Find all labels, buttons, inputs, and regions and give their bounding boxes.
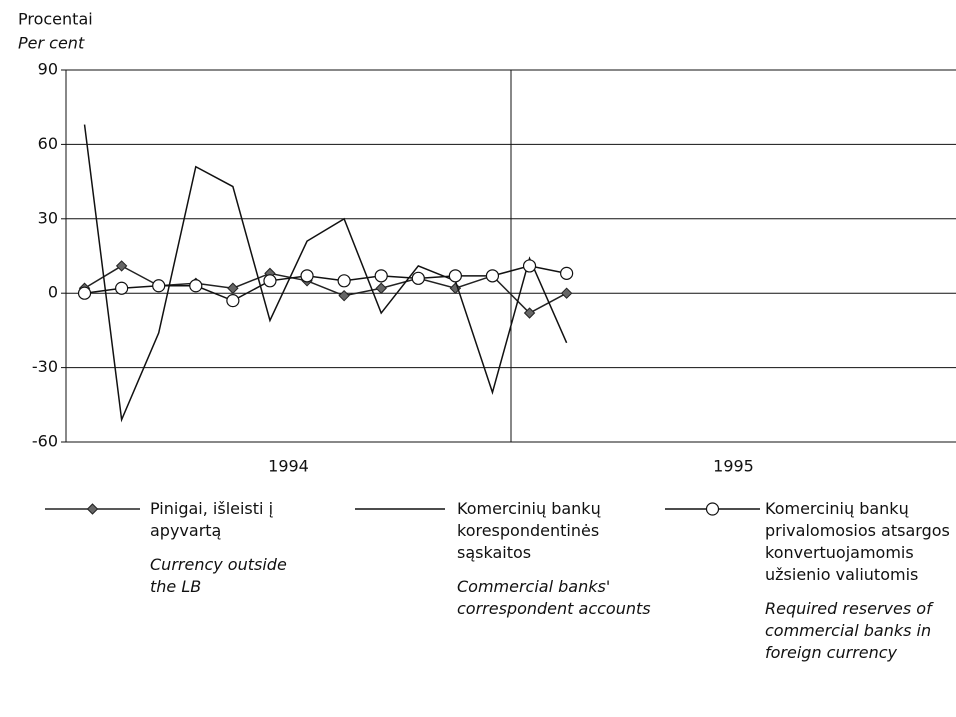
y-tick-label: 30 [38,208,58,227]
circle-marker [300,269,314,283]
diamond-marker [375,282,387,294]
legend-marker [86,503,99,515]
circle-marker [115,281,129,295]
circle-marker [337,274,351,288]
y-tick-label: 0 [48,283,58,302]
diamond-marker [449,282,462,294]
y-axis-label-en: Per cent [18,34,85,53]
y-tick-label: -30 [32,357,58,376]
legend-entry: Pinigai, išleisti į apyvartą Currency out… [150,498,315,598]
x-group-label: 1995 [713,457,754,476]
y-tick-label: -60 [32,432,58,451]
circle-marker [189,279,203,293]
legend-name-en: Currency outside the LB [150,555,287,596]
circle-marker [152,279,166,293]
circle-marker [560,266,574,280]
circle-marker [485,269,500,283]
x-group-label: 1994 [268,457,309,476]
legend-marker [705,502,720,516]
y-tick-label: 60 [38,134,58,153]
diamond-marker [227,282,239,294]
diamond-marker [115,260,128,272]
y-axis-label: Procentai [18,10,93,29]
circle-marker [226,294,240,308]
circle-marker [411,271,425,285]
y-tick-label: 90 [38,60,58,79]
legend-name: Komercinių bankų privalomosios atsargos … [765,499,950,584]
legend-name-en: Required reserves of commercial banks in… [765,599,932,662]
circle-marker [448,269,462,283]
legend-name: Pinigai, išleisti į apyvartą [150,499,274,540]
diamond-marker [560,287,573,299]
legend-name-en: Commercial banks' correspondent accounts [457,577,651,618]
legend-entry: Komercinių bankų privalomosios atsargos … [765,498,955,664]
legend-name: Komercinių bankų korespondentinės sąskai… [457,499,601,562]
legend-entry: Komercinių bankų korespondentinės sąskai… [457,498,672,620]
circle-marker [77,286,92,300]
circle-marker [374,269,388,283]
series-line [83,124,568,423]
circle-marker [263,274,277,288]
diamond-marker [338,289,350,302]
diamond-marker [523,307,536,319]
circle-marker [522,259,537,273]
